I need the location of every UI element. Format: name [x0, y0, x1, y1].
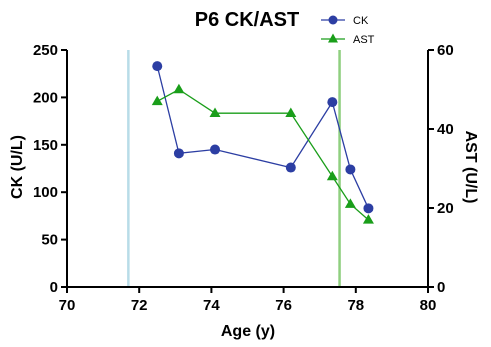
- x-tick-label-76: 76: [275, 297, 292, 314]
- y-axis-left-label: CK (U/L): [9, 135, 26, 199]
- y-right-tick-label-0: 0: [437, 279, 445, 296]
- y-left-tick-label-0: 0: [50, 279, 58, 296]
- y-right-tick-label-60: 60: [437, 42, 454, 59]
- ck-point-2: [173, 148, 184, 159]
- x-tick-label-72: 72: [131, 297, 148, 314]
- ck-point-1: [152, 61, 163, 72]
- legend-label-ck: CK: [353, 15, 369, 27]
- ck-point-4: [285, 162, 296, 173]
- y-axis-right-label: AST (U/L): [462, 131, 479, 204]
- x-tick-label-70: 70: [59, 297, 76, 314]
- x-tick-label-80: 80: [420, 297, 437, 314]
- legend-marker-ck: [328, 15, 338, 25]
- y-left-tick-label-100: 100: [33, 184, 58, 201]
- ast-point-2: [173, 83, 185, 94]
- x-axis-label: Age (y): [221, 323, 275, 340]
- y-right-tick-label-40: 40: [437, 121, 454, 138]
- y-right-tick-label-20: 20: [437, 200, 454, 217]
- legend-marker-ast: [328, 33, 338, 43]
- y-left-tick-label-250: 250: [33, 42, 58, 59]
- legend-label-ast: AST: [353, 34, 375, 46]
- x-tick-label-78: 78: [347, 297, 364, 314]
- ast-point-4: [285, 107, 297, 117]
- y-left-tick-label-200: 200: [33, 89, 58, 106]
- ast-point-3: [209, 107, 221, 117]
- y-left-tick-label-50: 50: [41, 232, 58, 249]
- chart-title: P6 CK/AST: [195, 9, 299, 31]
- ast-point-7: [362, 214, 374, 224]
- y-left-tick-label-150: 150: [33, 137, 58, 154]
- series-line-ck: [156, 65, 369, 209]
- ast-point-1: [151, 95, 163, 106]
- series-line-ast: [156, 88, 369, 221]
- ck-point-6: [345, 164, 356, 175]
- ck-point-5: [327, 97, 338, 108]
- ck-point-3: [210, 144, 221, 155]
- x-tick-label-74: 74: [203, 297, 220, 314]
- ck-point-7: [363, 203, 374, 214]
- ast-point-5: [326, 170, 338, 181]
- ast-point-6: [344, 198, 356, 208]
